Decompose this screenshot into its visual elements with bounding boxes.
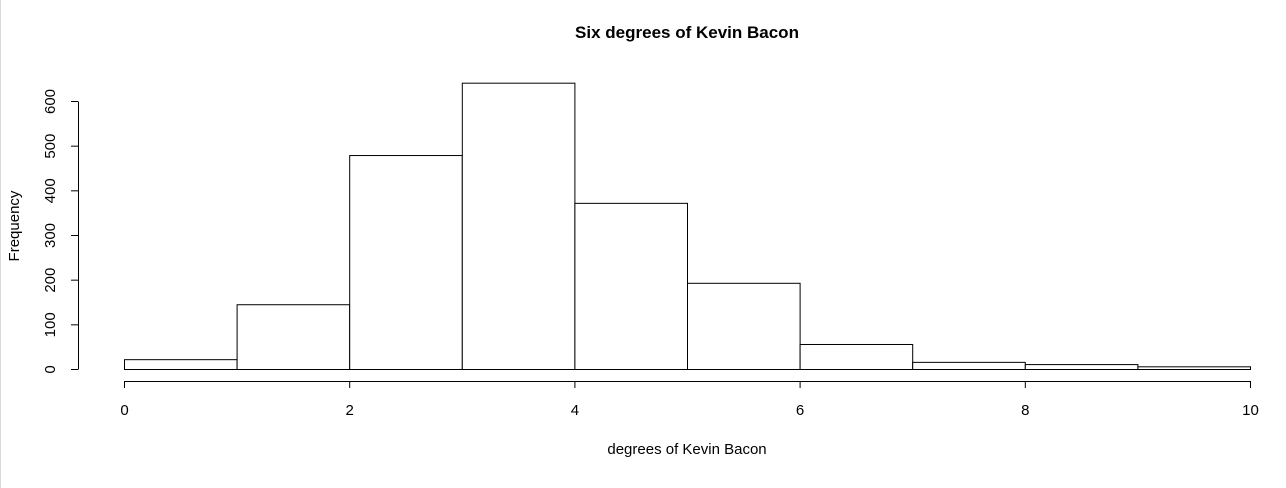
y-tick-label: 100 [42,312,59,337]
histogram-bar [912,361,1026,370]
histogram-bar [236,304,351,371]
x-tick-label: 6 [796,402,804,419]
histogram-bar [574,202,689,370]
x-tick-label: 10 [1242,402,1259,419]
histogram-bar [687,282,801,370]
x-axis-title: degrees of Kevin Bacon [607,441,766,458]
x-tick-label: 4 [571,402,579,419]
x-tick-label: 2 [346,402,354,419]
y-tick-label: 400 [42,178,59,203]
histogram-bar [461,82,576,370]
histogram-bar [1024,364,1139,371]
histogram-bar [1137,366,1252,371]
histogram-bar [349,155,463,370]
x-axis: 0 2 4 6 8 10 [120,381,1259,419]
bars-group [124,82,1252,371]
x-tick-label: 0 [120,402,128,419]
y-tick-label: 300 [42,223,59,248]
histogram-bar [124,359,238,371]
y-tick-label: 500 [42,134,59,159]
y-tick-label: 600 [42,89,59,114]
x-tick-label: 8 [1021,402,1029,419]
y-axis: 0 100 200 300 400 500 600 [42,89,79,374]
chart-title: Six degrees of Kevin Bacon [575,23,799,42]
histogram-bar [799,343,914,370]
window-edge [0,0,1,488]
y-tick-label: 200 [42,268,59,293]
y-tick-label: 0 [42,365,59,373]
y-axis-title: Frequency [6,190,23,261]
